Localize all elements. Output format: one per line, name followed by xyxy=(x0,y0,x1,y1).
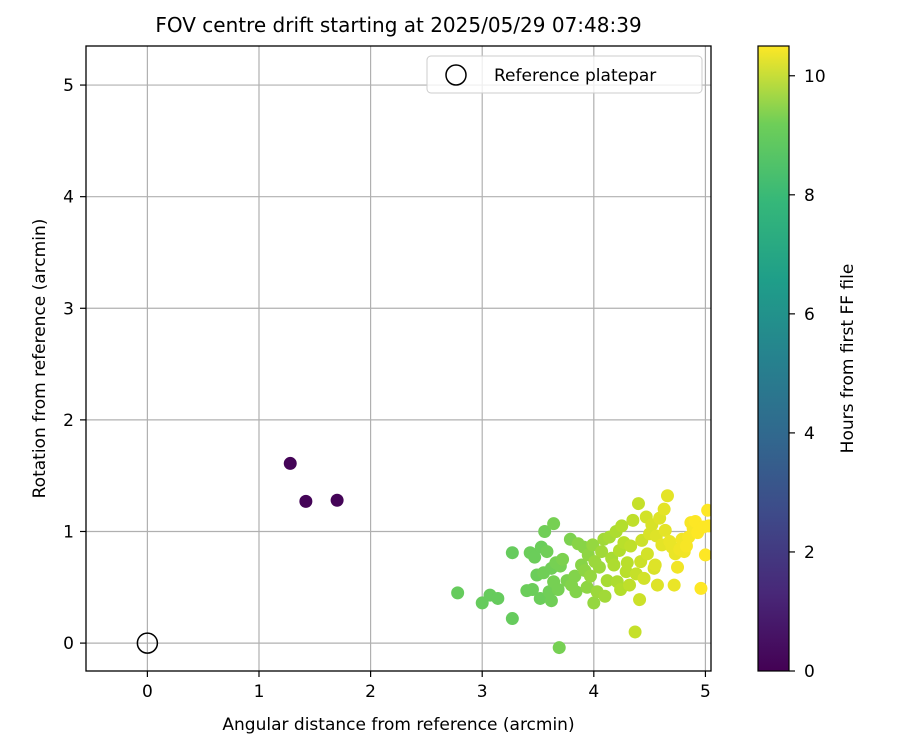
data-point-3 xyxy=(451,586,465,600)
data-point-14 xyxy=(533,591,547,605)
y-tick-label-0: 0 xyxy=(63,634,74,654)
x-tick-label-1: 1 xyxy=(254,682,265,702)
colorbar-label: Hours from first FF file xyxy=(838,264,858,454)
data-point-61 xyxy=(623,578,637,592)
data-point-11 xyxy=(525,583,539,597)
colorbar-tick-label-4: 8 xyxy=(804,186,815,206)
data-point-57 xyxy=(615,519,629,533)
colorbar-tick-label-3: 6 xyxy=(804,305,815,325)
x-tick-label-2: 2 xyxy=(365,682,376,702)
colorbar-gradient xyxy=(758,46,789,671)
data-point-12 xyxy=(528,550,542,564)
data-point-52 xyxy=(607,558,621,572)
x-tick-label-5: 5 xyxy=(700,682,711,702)
data-point-17 xyxy=(538,524,552,538)
plot-frame xyxy=(85,45,712,672)
data-point-60 xyxy=(620,556,634,570)
x-tick-label-3: 3 xyxy=(477,682,488,702)
grid xyxy=(86,46,711,671)
colorbar-tick-label-1: 2 xyxy=(804,543,815,563)
y-axis-label: Rotation from reference (arcmin) xyxy=(30,219,50,499)
reference-point xyxy=(136,632,159,654)
data-point-86 xyxy=(667,578,681,592)
data-point-46 xyxy=(595,545,609,559)
y-tick-label-3: 3 xyxy=(63,299,74,319)
data-points xyxy=(283,456,711,655)
data-point-1 xyxy=(299,494,313,508)
data-point-78 xyxy=(650,578,664,592)
data-point-83 xyxy=(660,489,674,503)
data-point-88 xyxy=(671,560,685,574)
legend-marker xyxy=(445,64,467,86)
data-point-25 xyxy=(551,583,565,597)
data-point-18 xyxy=(540,545,554,559)
reference-marker xyxy=(136,632,159,654)
data-point-28 xyxy=(556,552,570,566)
data-point-40 xyxy=(583,569,597,583)
y-tick-label-5: 5 xyxy=(63,76,74,96)
y-axis-ticks: 0 1 2 3 4 5 xyxy=(63,76,86,654)
data-point-41 xyxy=(586,538,600,552)
y-tick-label-4: 4 xyxy=(63,188,74,208)
data-point-82 xyxy=(658,523,672,537)
data-point-20 xyxy=(544,594,558,608)
colorbar-tick-label-5: 10 xyxy=(804,67,826,87)
colorbar-tick-label-0: 0 xyxy=(804,662,815,682)
data-point-98 xyxy=(694,581,708,595)
data-point-81 xyxy=(657,502,671,516)
data-point-67 xyxy=(633,593,647,607)
data-point-42 xyxy=(587,596,601,610)
data-point-33 xyxy=(569,585,583,599)
data-point-76 xyxy=(648,558,662,572)
colorbar-ticks: 0 2 4 6 8 10 xyxy=(789,67,826,682)
data-point-101 xyxy=(701,503,711,517)
x-tick-label-0: 0 xyxy=(142,682,153,702)
data-point-32 xyxy=(568,569,582,583)
data-point-72 xyxy=(640,547,654,561)
data-point-23 xyxy=(547,517,561,531)
data-point-49 xyxy=(600,574,614,588)
data-point-100 xyxy=(698,548,711,562)
data-point-7 xyxy=(505,612,519,626)
data-point-45 xyxy=(592,560,606,574)
y-tick-label-1: 1 xyxy=(63,522,74,542)
data-point-70 xyxy=(637,571,651,585)
legend-box xyxy=(426,55,703,94)
y-tick-label-2: 2 xyxy=(63,411,74,431)
colorbar-frame xyxy=(757,45,790,672)
x-axis-label: Angular distance from reference (arcmin) xyxy=(222,715,574,735)
data-point-64 xyxy=(628,625,642,639)
x-axis-ticks: 0 1 2 3 4 5 xyxy=(142,671,711,702)
colorbar: 0 2 4 6 8 10 Hours from first FF file xyxy=(757,45,858,682)
data-point-102 xyxy=(702,519,711,533)
data-point-6 xyxy=(491,591,505,605)
data-point-2 xyxy=(330,493,344,507)
x-tick-label-4: 4 xyxy=(588,682,599,702)
data-point-63 xyxy=(626,513,640,527)
legend: Reference platepar xyxy=(426,55,703,94)
data-point-62 xyxy=(624,539,638,553)
data-point-26 xyxy=(552,641,566,655)
chart-title: FOV centre drift starting at 2025/05/29 … xyxy=(155,13,641,37)
data-point-38 xyxy=(580,580,594,594)
data-point-0 xyxy=(283,456,297,470)
data-point-66 xyxy=(631,497,645,511)
legend-entry-reference: Reference platepar xyxy=(494,66,656,86)
data-point-8 xyxy=(505,546,519,560)
colorbar-tick-label-2: 4 xyxy=(804,424,815,444)
data-point-48 xyxy=(598,589,612,603)
